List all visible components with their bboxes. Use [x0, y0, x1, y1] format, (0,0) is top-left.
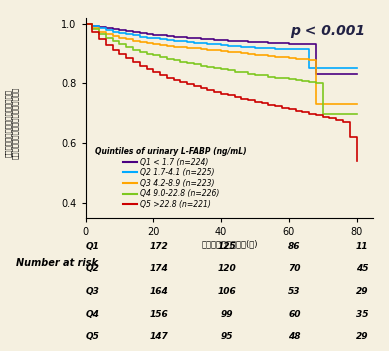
Text: 172: 172: [150, 241, 168, 251]
Text: 174: 174: [150, 264, 168, 273]
Legend: Q1 < 1.7 (n=224), Q2 1.7-4.1 (n=225), Q3 4.2-8.9 (n=223), Q4 9.0-22.8 (n=226), Q: Q1 < 1.7 (n=224), Q2 1.7-4.1 (n=225), Q3…: [92, 144, 250, 212]
Text: Q5: Q5: [86, 332, 100, 341]
Text: p < 0.001: p < 0.001: [290, 24, 365, 38]
Text: 106: 106: [217, 287, 236, 296]
Text: 11: 11: [356, 241, 368, 251]
Text: 29: 29: [356, 287, 368, 296]
Text: 95: 95: [221, 332, 233, 341]
Text: 156: 156: [150, 310, 168, 319]
Text: 45: 45: [356, 264, 368, 273]
Text: Q4: Q4: [86, 310, 100, 319]
Text: 主要評価項目イベントフリー生存率
（複合腎機能低下・透析導入・死亡）: 主要評価項目イベントフリー生存率 （複合腎機能低下・透析導入・死亡）: [5, 87, 19, 159]
Text: 29: 29: [356, 332, 368, 341]
Text: 147: 147: [150, 332, 168, 341]
Text: Q2: Q2: [86, 264, 100, 273]
Text: 86: 86: [288, 241, 301, 251]
Text: Q1: Q1: [86, 241, 100, 251]
Text: 125: 125: [217, 241, 236, 251]
Text: Q3: Q3: [86, 287, 100, 296]
Text: 35: 35: [356, 310, 368, 319]
X-axis label: フォローアップ期間(月): フォローアップ期間(月): [201, 239, 258, 249]
Text: Number at risk: Number at risk: [16, 258, 98, 268]
Text: 120: 120: [217, 264, 236, 273]
Text: 48: 48: [288, 332, 301, 341]
Text: 70: 70: [288, 264, 301, 273]
Text: 164: 164: [150, 287, 168, 296]
Text: 99: 99: [221, 310, 233, 319]
Text: 60: 60: [288, 310, 301, 319]
Text: 53: 53: [288, 287, 301, 296]
